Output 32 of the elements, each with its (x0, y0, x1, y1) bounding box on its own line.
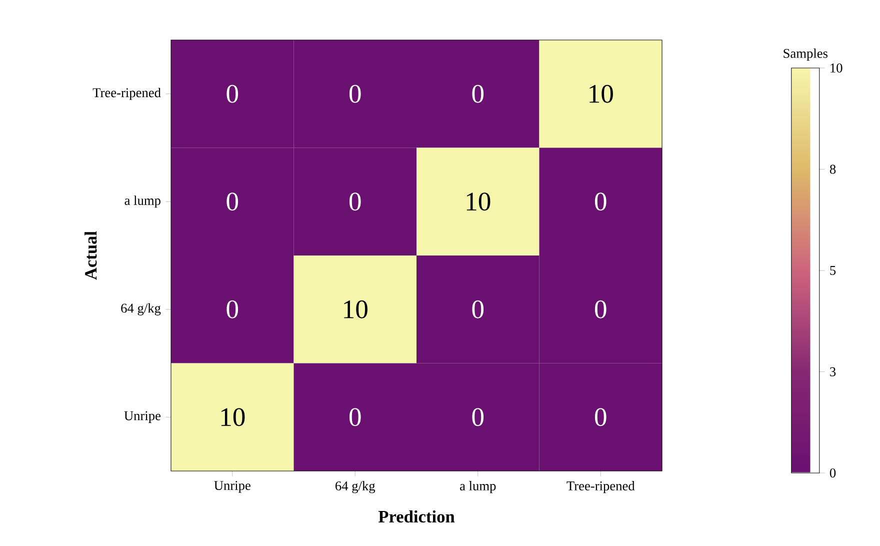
x-tick-label: a lump (460, 481, 496, 494)
x-tick-label: Tree-ripened (566, 481, 635, 494)
data-label: 0 (594, 192, 606, 211)
y-tick-label: a lump (124, 196, 160, 208)
data-label: 0 (594, 300, 606, 318)
x-tick-label: Unripe (214, 481, 250, 493)
data-label: 0 (472, 300, 484, 318)
x-tick-label: 64 g/kg (336, 481, 376, 494)
color-bar-label: 10 (830, 64, 842, 72)
x-axis-title: Prediction (378, 510, 455, 523)
data-label: 0 (594, 408, 606, 426)
data-label: 10 (590, 84, 613, 103)
y-tick-label: 64 g/kg (121, 303, 161, 316)
y-tick-label: Unripe (124, 411, 160, 423)
color-bar-title: Samples (784, 48, 828, 61)
data-label: 0 (349, 192, 361, 211)
color-bar-label: 3 (830, 367, 836, 376)
y-tick-label: Tree-ripened (92, 88, 161, 100)
color-bar-label: 8 (830, 164, 836, 174)
data-label: 0 (472, 84, 484, 103)
data-label: 0 (472, 408, 484, 426)
data-label: 0 (226, 84, 238, 103)
data-label: 10 (344, 300, 368, 318)
data-label: 10 (221, 408, 245, 426)
data-label: 0 (226, 300, 238, 318)
y-axis-title: Actual (84, 231, 97, 280)
data-label: 0 (349, 408, 361, 426)
data-label: 0 (349, 84, 361, 103)
color-bar-label: 0 (830, 468, 836, 478)
data-label: 10 (466, 192, 490, 211)
color-bar-label: 5 (830, 266, 836, 275)
data-label: 0 (226, 192, 238, 211)
